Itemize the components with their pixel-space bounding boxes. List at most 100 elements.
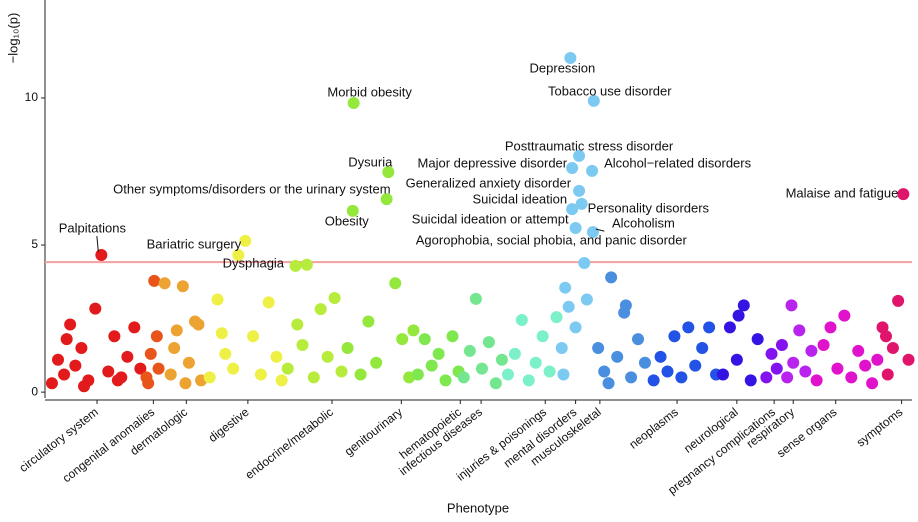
- point: [647, 374, 660, 387]
- point: [566, 203, 579, 216]
- point: [111, 374, 124, 387]
- point: [602, 377, 615, 390]
- point: [321, 350, 334, 363]
- point: [632, 333, 645, 346]
- point: [559, 281, 572, 294]
- point: [555, 341, 568, 354]
- point-label: Suicidal ideation or attempt: [412, 211, 569, 226]
- point: [682, 321, 695, 334]
- point: [219, 347, 232, 360]
- point-label: Suicidal ideation: [472, 192, 567, 207]
- point: [215, 327, 228, 340]
- point: [291, 318, 304, 331]
- point: [121, 350, 134, 363]
- point: [64, 318, 77, 331]
- point-label: Bariatric surgery: [147, 236, 242, 251]
- point: [58, 368, 71, 381]
- point: [262, 296, 275, 309]
- point: [254, 368, 267, 381]
- point: [439, 374, 452, 387]
- point: [482, 336, 495, 349]
- point: [227, 362, 240, 375]
- point-label: Generalized anxiety disorder: [406, 175, 572, 190]
- point: [785, 299, 798, 312]
- point-label: Posttraumatic stress disorder: [505, 138, 674, 153]
- point: [300, 258, 313, 271]
- point: [824, 321, 837, 334]
- point: [723, 321, 736, 334]
- point: [270, 350, 283, 363]
- point: [838, 309, 851, 322]
- point-label: Alcohol−related disorders: [604, 155, 752, 170]
- point: [463, 344, 476, 357]
- point: [164, 368, 177, 381]
- point: [866, 377, 879, 390]
- point: [569, 221, 582, 234]
- point-label: Depression: [530, 60, 596, 75]
- point: [730, 353, 743, 366]
- y-tick-label: 5: [31, 237, 38, 251]
- point: [307, 371, 320, 384]
- point: [335, 365, 348, 378]
- point-label: Major depressive disorder: [418, 155, 568, 170]
- point: [168, 341, 181, 354]
- point: [675, 371, 688, 384]
- point: [495, 353, 508, 366]
- point: [760, 371, 773, 384]
- point: [489, 377, 502, 390]
- point: [346, 204, 359, 217]
- point: [370, 356, 383, 369]
- point: [611, 350, 624, 363]
- point: [638, 356, 651, 369]
- point: [522, 374, 535, 387]
- point: [328, 291, 341, 304]
- point: [382, 166, 395, 179]
- point: [765, 347, 778, 360]
- point: [108, 330, 121, 343]
- point: [550, 311, 563, 324]
- point: [831, 362, 844, 375]
- point: [347, 96, 360, 109]
- point: [144, 347, 157, 360]
- point: [192, 318, 205, 331]
- point: [573, 184, 586, 197]
- point: [508, 347, 521, 360]
- leader-line: [96, 235, 99, 253]
- point: [689, 359, 702, 372]
- point: [787, 356, 800, 369]
- x-tick-label: endocrine/metabolic: [243, 405, 336, 482]
- point: [60, 333, 73, 346]
- point: [501, 368, 514, 381]
- point: [203, 371, 216, 384]
- point: [569, 321, 582, 334]
- point: [529, 356, 542, 369]
- point: [744, 374, 757, 387]
- point: [475, 362, 488, 375]
- point: [564, 51, 577, 64]
- point: [275, 374, 288, 387]
- point: [362, 315, 375, 328]
- point: [457, 371, 470, 384]
- point: [751, 333, 764, 346]
- point: [515, 314, 528, 327]
- leader-line: [595, 228, 605, 232]
- point: [716, 368, 729, 381]
- point: [411, 368, 424, 381]
- point: [573, 149, 586, 162]
- point: [879, 330, 892, 343]
- point: [102, 365, 115, 378]
- point: [296, 339, 309, 352]
- point: [134, 362, 147, 375]
- point: [45, 377, 58, 390]
- point: [52, 353, 65, 366]
- point: [668, 330, 681, 343]
- x-tick-label: digestive: [206, 405, 252, 445]
- x-tick-label: neoplasms: [626, 405, 680, 452]
- point: [661, 365, 674, 378]
- point: [817, 339, 830, 352]
- point: [852, 344, 865, 357]
- point: [78, 380, 91, 393]
- y-tick-label: 10: [25, 90, 39, 104]
- point: [69, 359, 82, 372]
- point: [380, 193, 393, 206]
